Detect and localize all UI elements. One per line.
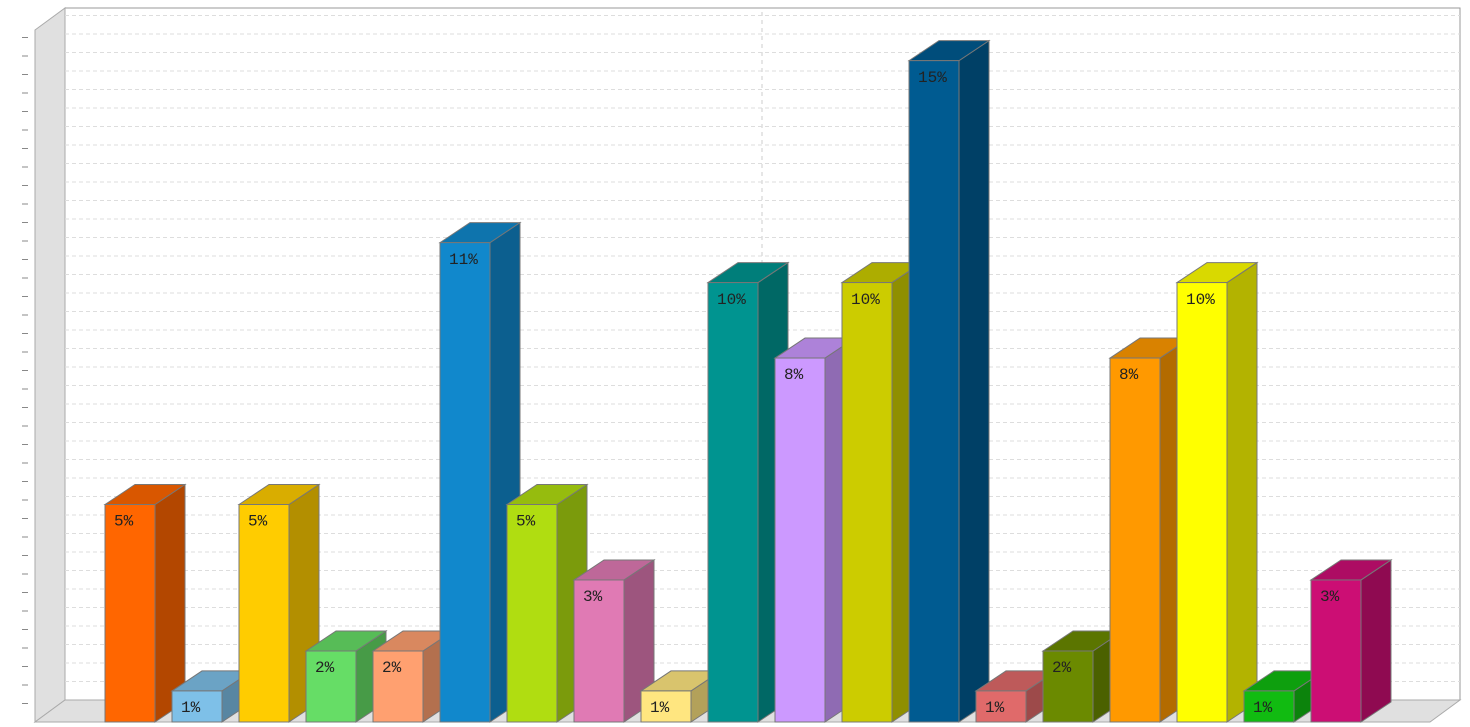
value-label: 5% [114,513,134,531]
bar [640,690,692,723]
bar [1176,282,1228,723]
bar [104,504,156,723]
bar [171,690,223,723]
value-label: 2% [382,659,402,677]
bar-side [1360,559,1392,723]
value-label: 5% [516,513,536,531]
bar [238,504,290,723]
bar [1243,690,1295,723]
bar-side [1226,261,1258,723]
bar [707,282,759,723]
value-label: 15% [918,69,947,87]
bar [573,579,625,723]
bar [506,504,558,723]
bar [908,60,960,723]
value-label: 1% [650,699,670,717]
value-label: 8% [784,366,804,384]
side-wall [34,7,66,723]
value-label: 2% [315,659,335,677]
bar [1109,357,1161,723]
bar [774,357,826,723]
value-label: 3% [1320,588,1340,606]
bar [439,242,491,723]
bar-side [958,39,990,723]
bar [841,282,893,723]
bar [1310,579,1362,723]
value-label: 3% [583,588,603,606]
value-label: 8% [1119,366,1139,384]
value-label: 11% [449,251,478,269]
bar [1042,650,1094,723]
bar [975,690,1027,723]
value-label: 10% [1186,291,1215,309]
value-label: 2% [1052,659,1072,677]
value-label: 5% [248,513,268,531]
value-label: 1% [181,699,201,717]
value-label: 10% [717,291,746,309]
value-label: 10% [851,291,880,309]
value-label: 1% [985,699,1005,717]
bar [305,650,357,723]
value-label: 1% [1253,699,1273,717]
bar [372,650,424,723]
